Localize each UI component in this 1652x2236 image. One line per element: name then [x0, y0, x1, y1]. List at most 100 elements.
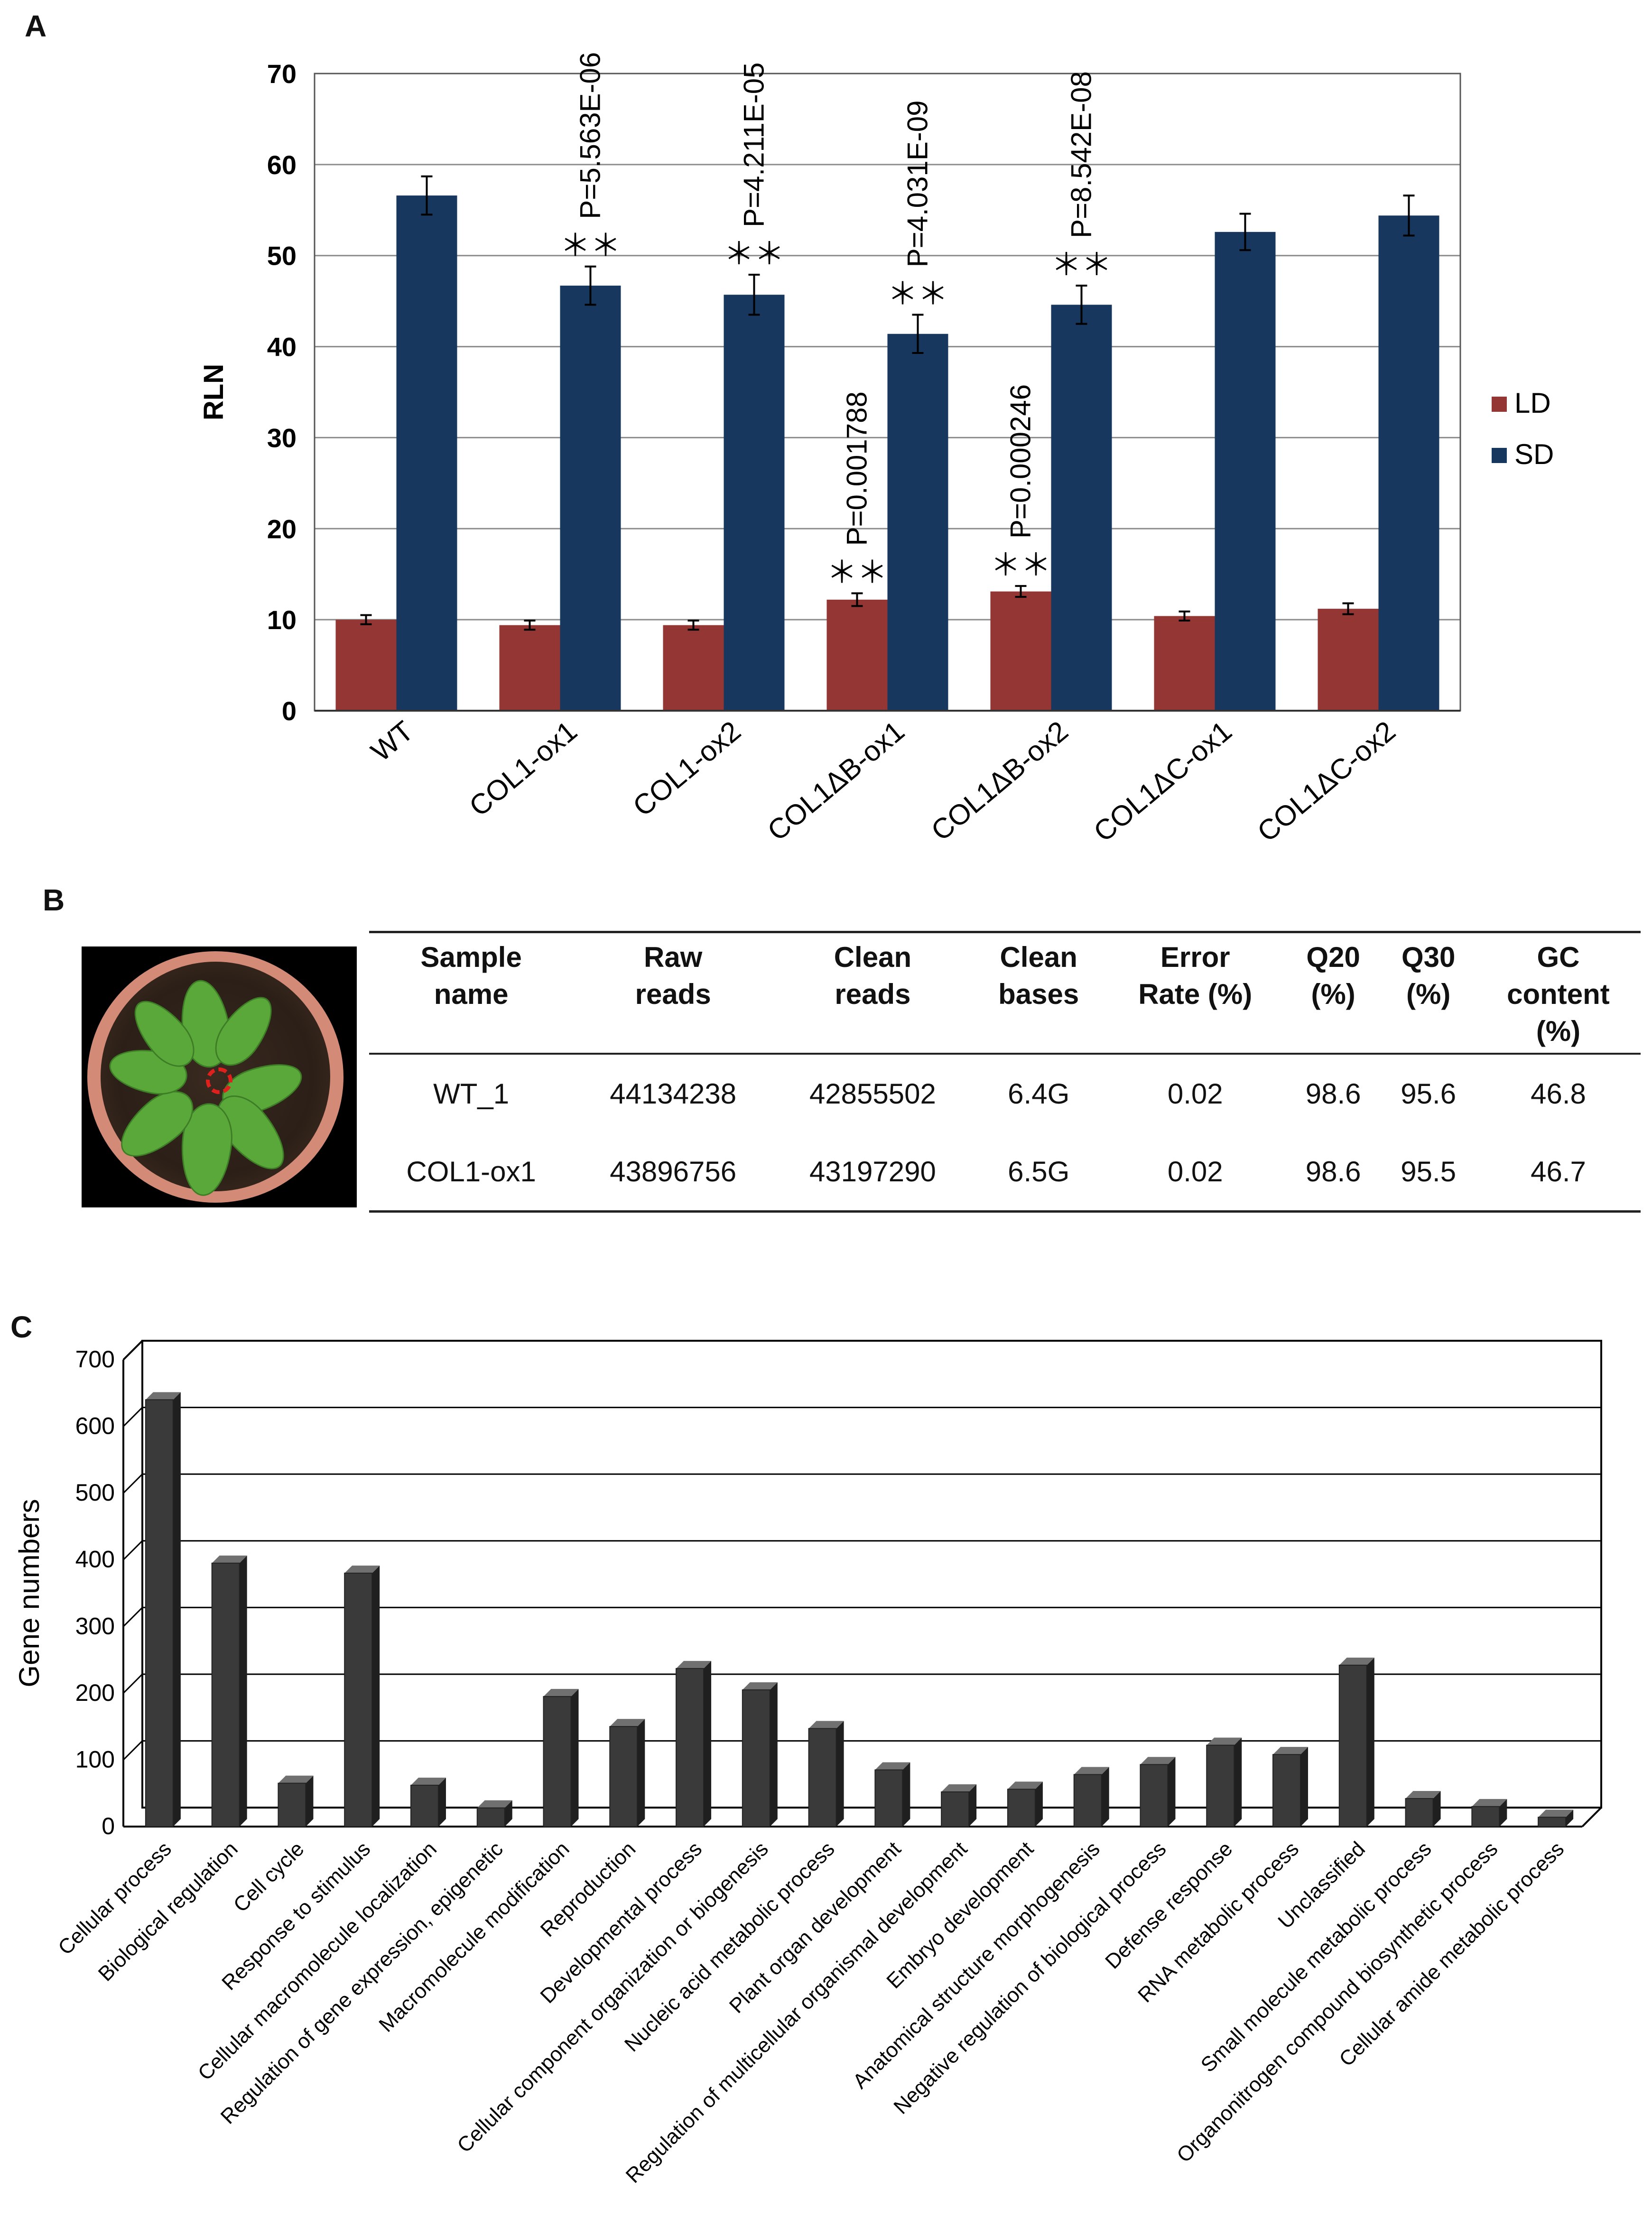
y-tick-label: 70 [267, 59, 297, 89]
panel-c-label: C [10, 1310, 33, 1344]
bar-top [610, 1719, 645, 1727]
x-tick-label: COL1-ox2 [627, 715, 747, 823]
x-tick-label: COL1ΔC-ox1 [1087, 715, 1237, 848]
table-cell: 98.6 [1305, 1155, 1361, 1188]
table-header-row: Sample name Raw reads Clean reads Clean bases Er… [369, 932, 1641, 1054]
y-tick-label: 10 [267, 605, 297, 635]
bar [145, 1399, 174, 1827]
bar-ld [990, 591, 1051, 711]
x-tick-label: Nucleic acid metabolic process [620, 1837, 839, 2056]
bar-side [571, 1689, 579, 1827]
meristem-marker [206, 1067, 232, 1094]
bar-side [902, 1762, 910, 1827]
y-tick-label: 100 [75, 1746, 115, 1772]
bar-side [1433, 1791, 1441, 1827]
bar-sd [1051, 305, 1112, 711]
p-value-label: P=0.000246 [1005, 384, 1037, 538]
x-tick-label: Unclassified [1273, 1837, 1369, 1933]
bar-top [1207, 1737, 1242, 1745]
x-tick-label: Regulation of gene expression, epigeneti… [216, 1837, 508, 2128]
table-cell: 46.7 [1531, 1155, 1586, 1188]
y-tick-label: 0 [102, 1813, 115, 1839]
y-tick-label: 20 [267, 514, 297, 544]
bar-side [770, 1682, 778, 1827]
bar-side [1366, 1657, 1374, 1827]
bar [1405, 1798, 1434, 1827]
table-cell: 43197290 [809, 1155, 936, 1188]
bar-side [504, 1800, 512, 1827]
table-cell: WT_1 [433, 1077, 510, 1110]
bar-top [1140, 1757, 1176, 1765]
y-tick-label: 40 [267, 332, 297, 362]
column-header: Q20 (%) [1306, 941, 1360, 1010]
bar-ld [1154, 616, 1215, 711]
y-tick-label: 300 [75, 1613, 115, 1639]
bar-top [477, 1800, 512, 1808]
table-cell: 44134238 [610, 1077, 737, 1110]
bar-side [1101, 1767, 1109, 1827]
plant-photo [82, 946, 357, 1207]
significance-stars: ＊＊ [724, 237, 785, 272]
bar-sd [560, 286, 621, 711]
significance-stars: ＊＊ [827, 556, 888, 591]
p-value-label: P=4.031E-09 [902, 100, 934, 267]
bar-top [1007, 1781, 1043, 1790]
bar [609, 1726, 638, 1827]
x-tick-label: Macromolecule modification [374, 1837, 574, 2036]
bar [1007, 1789, 1036, 1828]
bar-ld [499, 625, 560, 711]
bar-side [306, 1775, 314, 1827]
table-cell: 46.8 [1531, 1077, 1586, 1110]
bar-top [875, 1762, 910, 1770]
bar-side [1234, 1737, 1242, 1827]
bar-ld [335, 620, 397, 711]
x-tick-label: Embryo development [882, 1837, 1038, 1993]
plot-back-wall [141, 1340, 1602, 1809]
x-tick-label: COL1-ox1 [463, 715, 583, 823]
significance-stars: ＊＊ [1051, 248, 1112, 283]
significance-stars: ＊＊ [560, 229, 621, 264]
x-tick-label: Cell cycle [229, 1837, 309, 1917]
bar-top [1538, 1809, 1574, 1818]
y-tick-label: 0 [282, 696, 297, 726]
bar-top [278, 1775, 314, 1783]
legend-swatch-ld [1492, 397, 1507, 412]
bar-top [410, 1777, 446, 1785]
column-header: GC content (%) [1507, 941, 1610, 1047]
x-tick-label: Response to stimulus [217, 1837, 375, 1995]
bar-side [239, 1555, 247, 1827]
bar-side [637, 1719, 645, 1827]
y-tick-label: 700 [75, 1346, 115, 1373]
bar-side [704, 1661, 712, 1827]
x-tick-label: Regulation of multicellular organismal d… [622, 1837, 972, 2188]
bar-sd [1378, 215, 1439, 711]
table-cell: 6.5G [1008, 1155, 1070, 1188]
x-tick-label: WT [365, 715, 419, 768]
bar-side [173, 1392, 181, 1827]
x-tick-label: COL1ΔC-ox2 [1251, 715, 1401, 848]
bar [1471, 1806, 1500, 1828]
table-row: WT_1 44134238 42855502 6.4G 0.02 98.6 95.6 46.8 [369, 1054, 1641, 1132]
y-tick-label: 200 [75, 1679, 115, 1706]
gridline-side [122, 1540, 143, 1560]
y-tick-label: 60 [267, 150, 297, 180]
bar-top [941, 1784, 977, 1792]
table-cell: 95.5 [1401, 1155, 1457, 1188]
bar [1206, 1744, 1235, 1828]
bar-top [1273, 1747, 1309, 1755]
column-header: Clean reads [834, 941, 912, 1010]
bar-side [969, 1784, 977, 1827]
y-tick-label: 400 [75, 1546, 115, 1573]
gridline-side [122, 1607, 143, 1627]
bar-side [438, 1777, 446, 1827]
x-tick-label: COL1ΔB-ox2 [925, 715, 1074, 847]
x-tick-label: Cellular component organization or bioge… [453, 1837, 773, 2157]
bar [941, 1791, 970, 1827]
bar-top [1405, 1791, 1441, 1799]
x-tick-label: COL1ΔB-ox1 [761, 715, 910, 847]
bar-ld [663, 625, 724, 711]
gridline-side [122, 1474, 143, 1494]
bar [874, 1769, 903, 1828]
bar [1140, 1764, 1169, 1827]
